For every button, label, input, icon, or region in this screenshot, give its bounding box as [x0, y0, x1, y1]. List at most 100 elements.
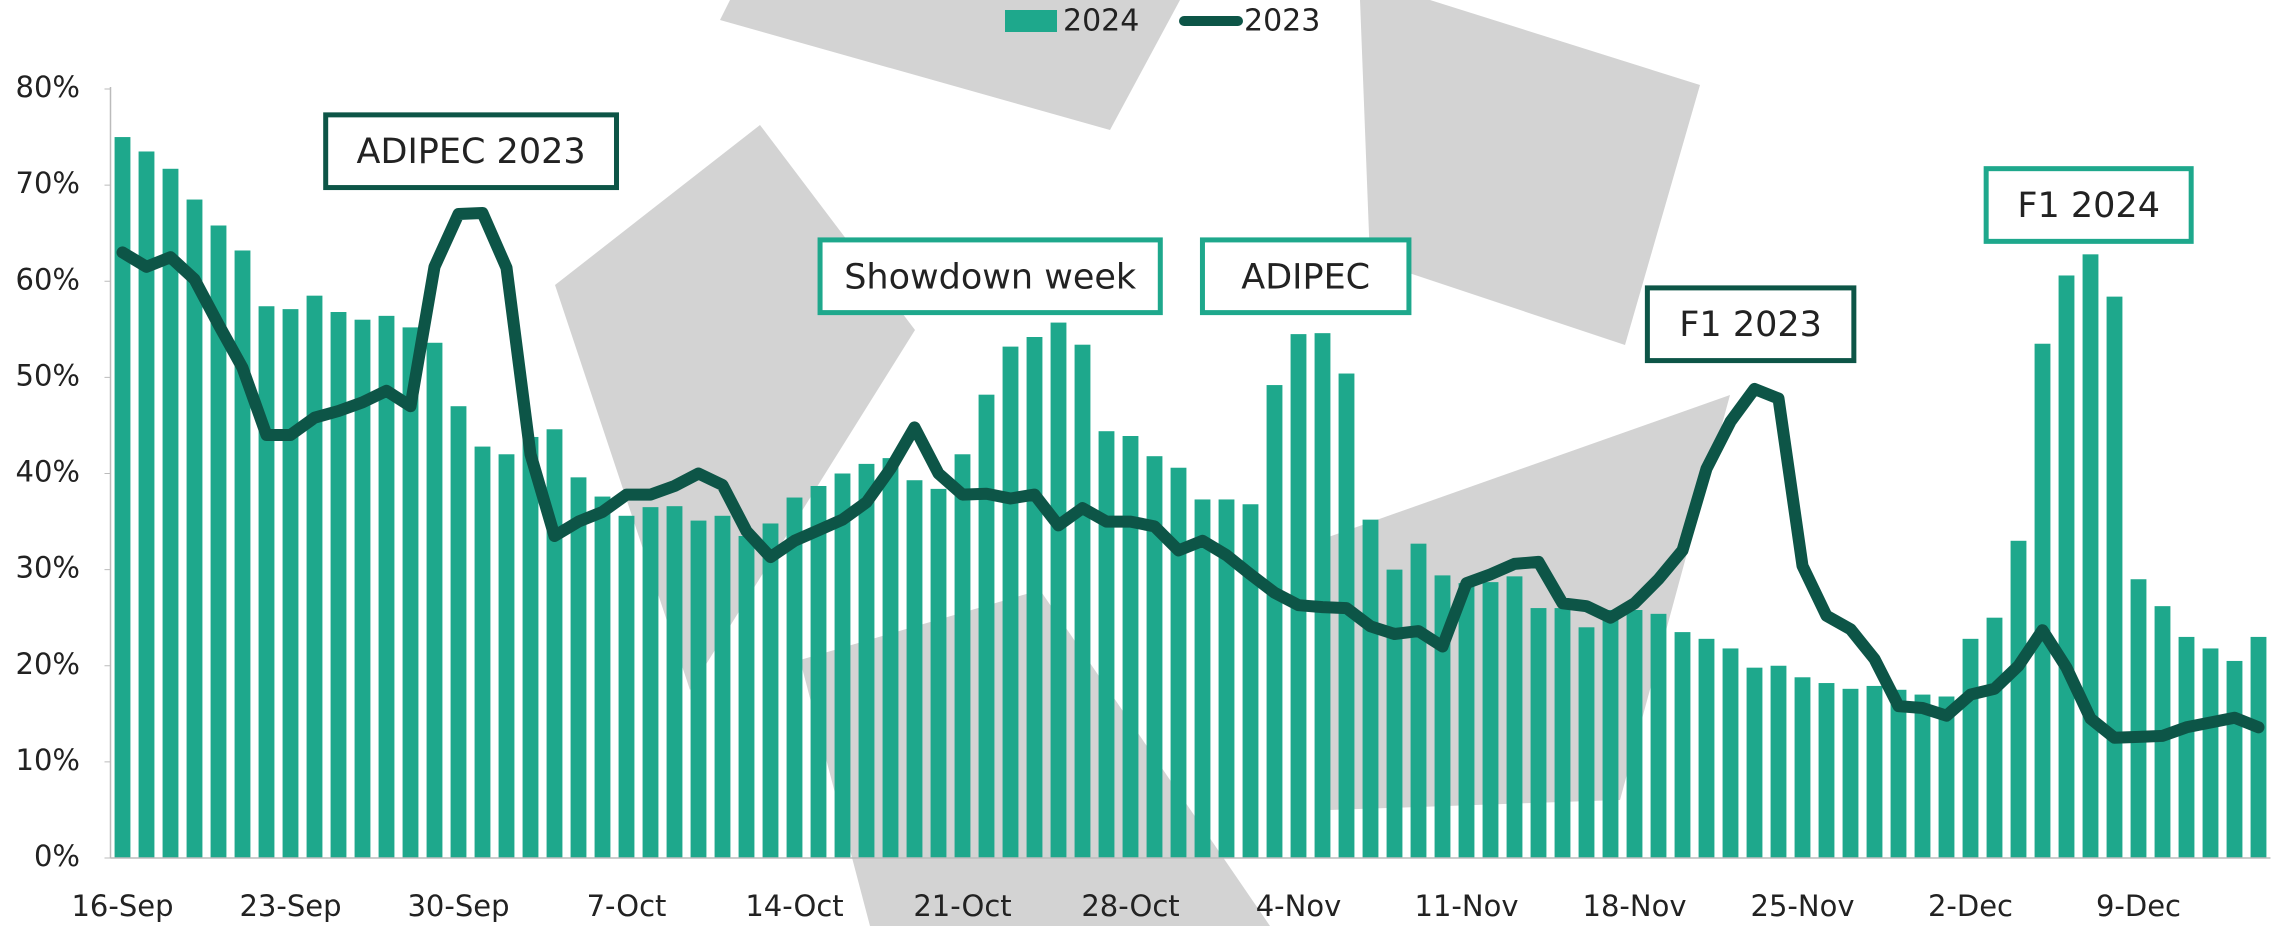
bar — [1026, 337, 1043, 858]
legend-label: 2024 — [1063, 4, 1139, 39]
bar — [2106, 296, 2123, 858]
bar — [2058, 275, 2075, 858]
x-tick-label: 18-Nov — [1583, 889, 1687, 923]
bar — [1866, 685, 1883, 858]
bar — [1794, 677, 1811, 858]
bar — [1074, 344, 1091, 858]
bar — [1578, 627, 1595, 858]
bar — [1266, 385, 1283, 858]
bar — [1842, 688, 1859, 858]
bar — [858, 463, 875, 858]
bar — [882, 458, 899, 858]
bar — [954, 454, 971, 858]
y-tick-label: 80% — [16, 70, 80, 104]
bar — [594, 496, 611, 858]
bar — [1242, 504, 1259, 858]
bar — [258, 306, 275, 858]
annotation-box — [817, 237, 1163, 316]
bar — [1938, 696, 1955, 858]
x-tick-label: 30-Sep — [407, 889, 509, 923]
bar — [522, 436, 539, 858]
background-logo — [555, 0, 1730, 926]
bar — [1530, 608, 1547, 858]
legend-swatch — [1005, 10, 1057, 32]
bar — [2010, 540, 2027, 858]
bar — [426, 342, 443, 858]
annotation-box — [1199, 237, 1412, 316]
y-tick-label: 60% — [16, 262, 80, 296]
bar — [762, 523, 779, 858]
bar — [1338, 373, 1355, 858]
bar — [1146, 456, 1163, 858]
bar — [2250, 636, 2267, 858]
y-tick-label: 50% — [16, 358, 80, 392]
x-tick-label: 7-Oct — [587, 889, 667, 923]
y-tick-label: 20% — [16, 647, 80, 681]
bar — [1698, 638, 1715, 858]
x-tick-label: 4-Nov — [1256, 889, 1342, 923]
legend: 2024 2023 — [1005, 4, 1320, 39]
bar — [138, 151, 155, 858]
y-tick-label: 10% — [16, 743, 80, 777]
bar — [786, 497, 803, 858]
bar — [1290, 334, 1307, 858]
annotation-box — [1983, 166, 2194, 244]
bar — [114, 137, 131, 858]
annotation-box — [1644, 285, 1857, 364]
bar — [1410, 543, 1427, 858]
bar — [1362, 519, 1379, 858]
bar — [2130, 579, 2147, 858]
y-tick-label: 70% — [16, 166, 80, 200]
y-tick-label: 40% — [16, 455, 80, 489]
bar — [186, 199, 203, 858]
bar — [666, 506, 683, 858]
bar — [450, 406, 467, 858]
x-tick-label: 2-Dec — [1928, 889, 2013, 923]
bar — [234, 250, 251, 859]
bar — [2082, 254, 2099, 858]
bar — [1650, 613, 1667, 858]
bar — [1482, 582, 1499, 858]
x-tick-label: 28-Oct — [1081, 889, 1179, 923]
bar — [1962, 638, 1979, 858]
bar — [1818, 683, 1835, 858]
x-tick-label: 21-Oct — [913, 889, 1011, 923]
annotation-text: Showdown week — [844, 257, 1137, 297]
bar — [1194, 499, 1211, 858]
bar — [978, 394, 995, 858]
bar — [402, 327, 419, 858]
line — [116, 207, 2265, 744]
y-tick-label: 30% — [16, 551, 80, 585]
annotation-text: ADIPEC 2023 — [357, 132, 586, 172]
bar — [474, 446, 491, 858]
annotation-text: F1 2024 — [2017, 186, 2160, 226]
bar — [1914, 694, 1931, 858]
legend-label: 2023 — [1244, 4, 1320, 39]
bar — [2226, 660, 2243, 858]
annotation-box — [323, 112, 619, 191]
x-tick-label: 11-Nov — [1415, 889, 1519, 923]
x-tick-label: 25-Nov — [1751, 889, 1855, 923]
bar — [1746, 667, 1763, 858]
bar — [1626, 609, 1643, 858]
bar — [546, 429, 563, 858]
bar — [834, 473, 851, 858]
bar — [1722, 648, 1739, 858]
bar — [1170, 467, 1187, 858]
bar — [1386, 569, 1403, 858]
bar — [1002, 346, 1019, 858]
bar — [378, 315, 395, 859]
bar — [1122, 436, 1139, 858]
bar — [714, 515, 731, 858]
bar — [306, 295, 323, 858]
bar — [1770, 665, 1787, 858]
y-tick-label: 0% — [34, 839, 80, 873]
x-tick-label: 23-Sep — [239, 889, 341, 923]
bar — [162, 168, 179, 858]
bar — [1458, 583, 1475, 858]
x-tick-label: 9-Dec — [2096, 889, 2181, 923]
bar — [690, 520, 707, 858]
bar — [1986, 617, 2003, 858]
annotation-text: ADIPEC — [1241, 257, 1370, 297]
